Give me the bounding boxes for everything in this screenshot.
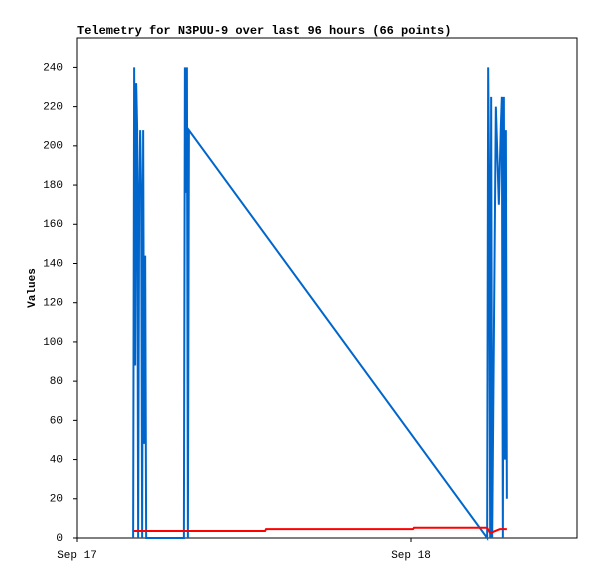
y-tick-label: 220: [43, 102, 63, 114]
y-tick-label: 40: [50, 454, 63, 466]
series-line: [133, 526, 507, 535]
x-tick-label: Sep 17: [57, 550, 97, 562]
y-tick-label: 60: [50, 415, 63, 427]
x-tick-label: Sep 18: [391, 550, 431, 562]
y-tick-label: 240: [43, 62, 63, 74]
y-tick-label: 20: [50, 494, 63, 506]
y-tick-label: 100: [43, 337, 63, 349]
y-tick-label: 80: [50, 376, 63, 388]
series-line: [132, 67, 508, 542]
y-tick-label: 120: [43, 298, 63, 310]
y-tick-label: 160: [43, 219, 63, 231]
y-tick-label: 200: [43, 141, 63, 153]
y-axis-label: Values: [27, 268, 39, 308]
y-tick-label: 180: [43, 180, 63, 192]
y-tick-label: 140: [43, 258, 63, 270]
chart-title: Telemetry for N3PUU-9 over last 96 hours…: [77, 24, 451, 38]
y-tick-label: 0: [56, 533, 63, 545]
plot-frame: [76, 37, 578, 539]
